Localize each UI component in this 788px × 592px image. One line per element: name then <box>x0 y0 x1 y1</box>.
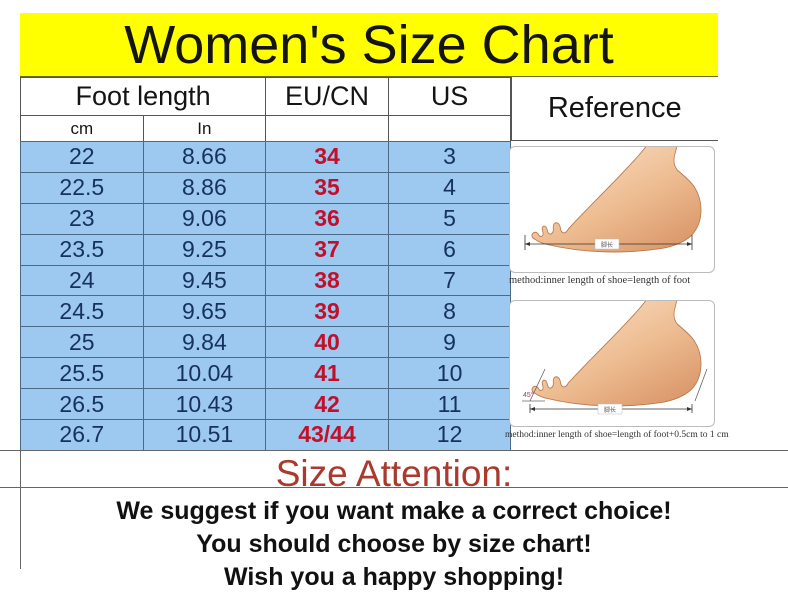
svg-text:45°: 45° <box>523 391 534 399</box>
svg-text:脚长: 脚长 <box>601 241 613 249</box>
svg-text:脚长: 脚长 <box>604 406 616 414</box>
